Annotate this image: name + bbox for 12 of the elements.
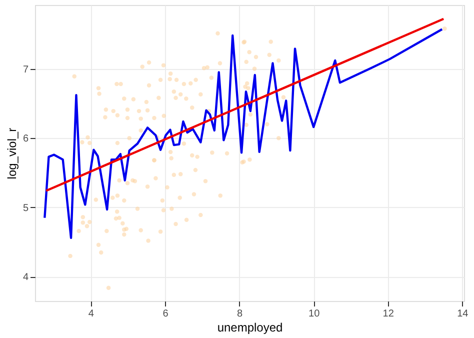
- x-tick-label: 8: [237, 308, 244, 320]
- y-axis-title: log_viol_r: [4, 128, 19, 180]
- y-tick-label: 7: [22, 64, 29, 76]
- y-tick-label: 4: [22, 272, 29, 284]
- x-tick-label: 14: [457, 308, 469, 320]
- x-tick-label: 12: [382, 308, 394, 320]
- x-axis-title: unemployed: [217, 320, 283, 334]
- x-tick-label: 10: [308, 308, 320, 320]
- x-tick-label: 6: [162, 308, 169, 320]
- x-tick-label: 4: [88, 308, 94, 320]
- y-tick-label: 6: [22, 134, 29, 145]
- y-tick-label: 5: [22, 202, 29, 214]
